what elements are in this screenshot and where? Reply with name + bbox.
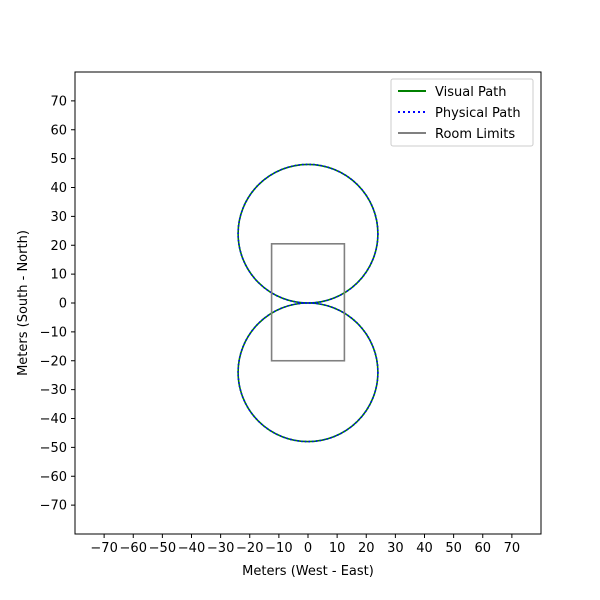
- y-tick-label: 0: [59, 297, 67, 312]
- y-tick-label: −60: [40, 470, 67, 485]
- x-tick-label: −40: [178, 541, 205, 556]
- x-tick-label: −30: [207, 541, 234, 556]
- x-tick-label: 60: [474, 541, 491, 556]
- y-tick-label: −40: [40, 412, 67, 427]
- y-tick-label: 60: [50, 123, 67, 138]
- x-tick-label: −50: [149, 541, 176, 556]
- legend: Visual Path Physical Path Room Limits: [390, 78, 534, 147]
- y-tick-label: −10: [40, 325, 67, 340]
- y-tick-label: 20: [50, 239, 67, 254]
- y-tick-label: 10: [50, 268, 67, 283]
- y-tick-label: 50: [50, 152, 67, 167]
- legend-label-physical-path: Physical Path: [435, 106, 521, 121]
- y-tick-label: 40: [50, 181, 67, 196]
- x-tick-label: 70: [504, 541, 521, 556]
- x-tick-label: 40: [416, 541, 433, 556]
- physical-path-circle-1: [237, 163, 379, 304]
- x-tick-label: −60: [120, 541, 147, 556]
- axes-frame: [74, 71, 542, 535]
- x-axis-label: Meters (West - East): [242, 564, 374, 579]
- room-limits-rectangle: [270, 243, 346, 362]
- y-tick-label: −70: [40, 499, 67, 514]
- y-tick-label: −50: [40, 441, 67, 456]
- x-tick-label: −10: [265, 541, 292, 556]
- x-tick-label: 20: [358, 541, 375, 556]
- y-tick-label: −30: [40, 383, 67, 398]
- y-axis-label: Meters (South - North): [16, 230, 31, 376]
- legend-label-visual-path: Visual Path: [435, 85, 507, 100]
- x-tick-label: −70: [90, 541, 117, 556]
- x-tick-label: 0: [304, 541, 312, 556]
- legend-label-room-limits: Room Limits: [435, 127, 515, 142]
- x-tick-label: 10: [329, 541, 346, 556]
- x-tick-label: 30: [387, 541, 404, 556]
- axis-ticks: −70 −60 −50 −40 −30 −20 −10 0 10 20 30 40 50 60 70−70−…: [40, 94, 521, 556]
- y-tick-label: −20: [40, 354, 67, 369]
- x-tick-label: 50: [445, 541, 462, 556]
- legend-box: [390, 78, 534, 147]
- physical-path-circle-2: [237, 302, 379, 443]
- y-tick-label: 70: [50, 94, 67, 109]
- plot-area: [237, 163, 379, 443]
- y-tick-label: 30: [50, 210, 67, 225]
- x-tick-label: −20: [236, 541, 263, 556]
